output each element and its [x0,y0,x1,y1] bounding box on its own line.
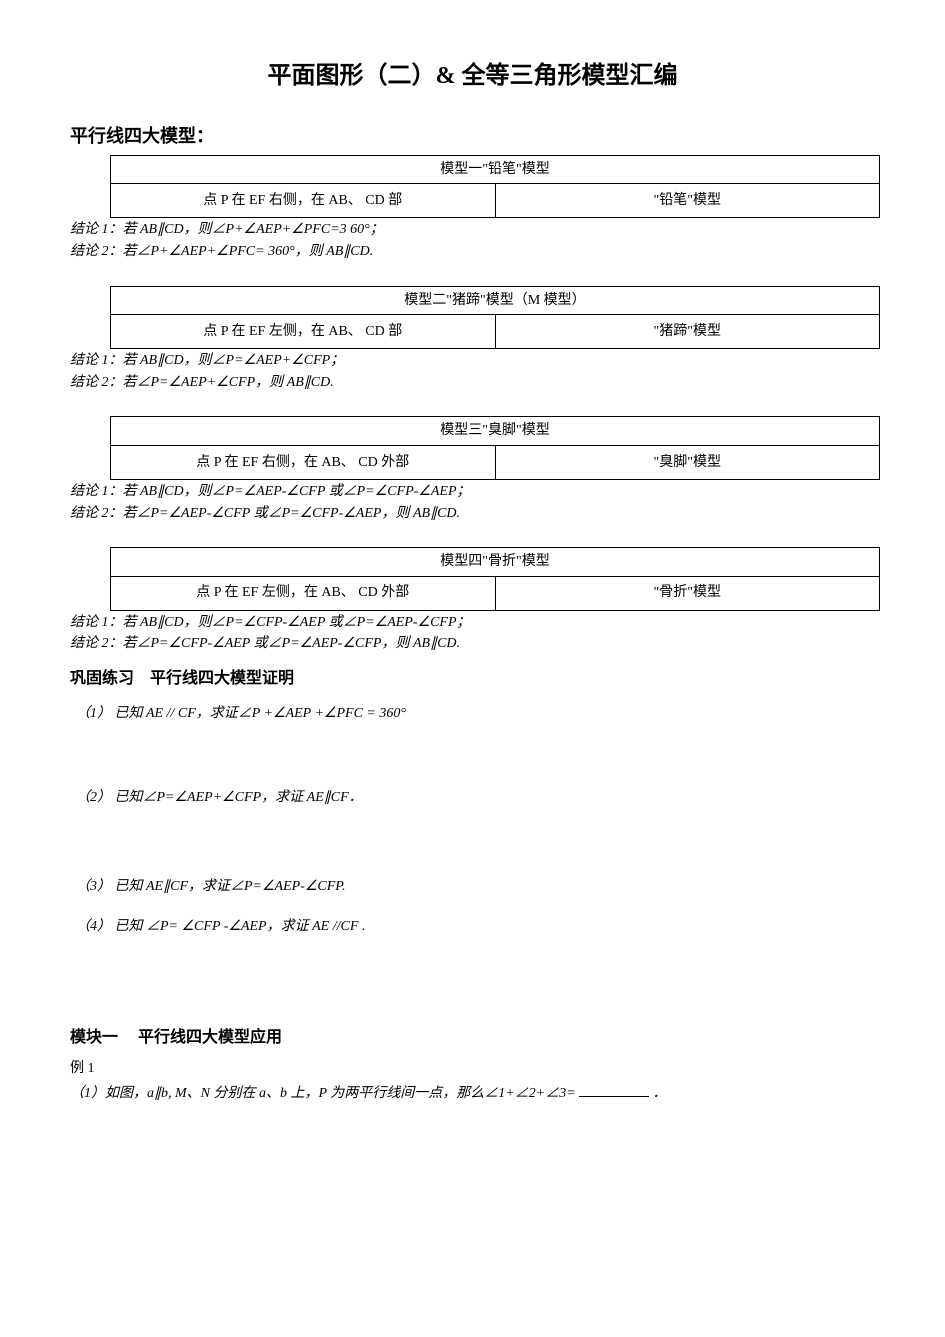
model-2-left: 点 P 在 EF 左侧，在 AB、 CD 部 [111,315,496,349]
example-text-suffix: ． [653,1086,667,1101]
blank-line [579,1083,649,1097]
module-heading: 模块一 平行线四大模型应用 [70,1027,875,1049]
model-2-right: "猪蹄"模型 [495,315,880,349]
model-4-conclusion-1: 结论 1：若 AB∥CD，则∠P=∠CFP-∠AEP 或∠P=∠AEP-∠CFP… [70,613,875,633]
exercise-3: （3） 已知 AE∥CF，求证∠P=∠AEP-∠CFP. [76,877,875,897]
section-heading: 平行线四大模型： [70,124,875,149]
model-3-conclusion-2: 结论 2：若∠P=∠AEP-∠CFP 或∠P=∠CFP-∠AEP，则 AB∥CD… [70,504,875,524]
exercise-2: （2） 已知∠P=∠AEP+∠CFP，求证 AE∥CF． [76,788,875,808]
model-1-left: 点 P 在 EF 右侧，在 AB、 CD 部 [111,184,496,218]
model-3-right: "臭脚"模型 [495,445,880,479]
example-text-prefix: （1）如图，a∥b, M、N 分别在 a、b 上，P 为两平行线间一点，那么∠1… [70,1086,576,1101]
model-1-header: 模型一"铅笔"模型 [111,155,880,184]
page-title: 平面图形（二）& 全等三角形模型汇编 [70,60,875,94]
model-table-1: 模型一"铅笔"模型 点 P 在 EF 右侧，在 AB、 CD 部 "铅笔"模型 [110,155,880,219]
model-1-conclusion-2: 结论 2：若∠P+∠AEP+∠PFC= 360°，则 AB∥CD. [70,242,875,262]
model-table-3: 模型三"臭脚"模型 点 P 在 EF 右侧，在 AB、 CD 外部 "臭脚"模型 [110,416,880,480]
model-2-conclusion-2: 结论 2：若∠P=∠AEP+∠CFP，则 AB∥CD. [70,373,875,393]
example-label: 例 1 [70,1059,875,1079]
model-1-right: "铅笔"模型 [495,184,880,218]
model-4-right: "骨折"模型 [495,576,880,610]
model-3-left: 点 P 在 EF 右侧，在 AB、 CD 外部 [111,445,496,479]
exercise-4: （4） 已知 ∠P= ∠CFP -∠AEP，求证 AE //CF . [76,917,875,937]
model-2-conclusion-1: 结论 1：若 AB∥CD，则∠P=∠AEP+∠CFP； [70,351,875,371]
model-4-conclusion-2: 结论 2：若∠P=∠CFP-∠AEP 或∠P=∠AEP-∠CFP，则 AB∥CD… [70,634,875,654]
example-text: （1）如图，a∥b, M、N 分别在 a、b 上，P 为两平行线间一点，那么∠1… [70,1083,875,1104]
model-4-left: 点 P 在 EF 左侧，在 AB、 CD 外部 [111,576,496,610]
model-2-header: 模型二"猪蹄"模型（M 模型） [111,286,880,315]
exercise-1: （1） 已知 AE // CF，求证∠P +∠AEP +∠PFC = 360° [76,704,875,724]
model-table-4: 模型四"骨折"模型 点 P 在 EF 左侧，在 AB、 CD 外部 "骨折"模型 [110,547,880,611]
model-table-2: 模型二"猪蹄"模型（M 模型） 点 P 在 EF 左侧，在 AB、 CD 部 "… [110,286,880,350]
model-3-conclusion-1: 结论 1：若 AB∥CD，则∠P=∠AEP-∠CFP 或∠P=∠CFP-∠AEP… [70,482,875,502]
practice-heading: 巩固练习 平行线四大模型证明 [70,668,875,690]
model-4-header: 模型四"骨折"模型 [111,548,880,577]
model-1-conclusion-1: 结论 1：若 AB∥CD，则∠P+∠AEP+∠PFC=3 60°； [70,220,875,240]
model-3-header: 模型三"臭脚"模型 [111,417,880,446]
